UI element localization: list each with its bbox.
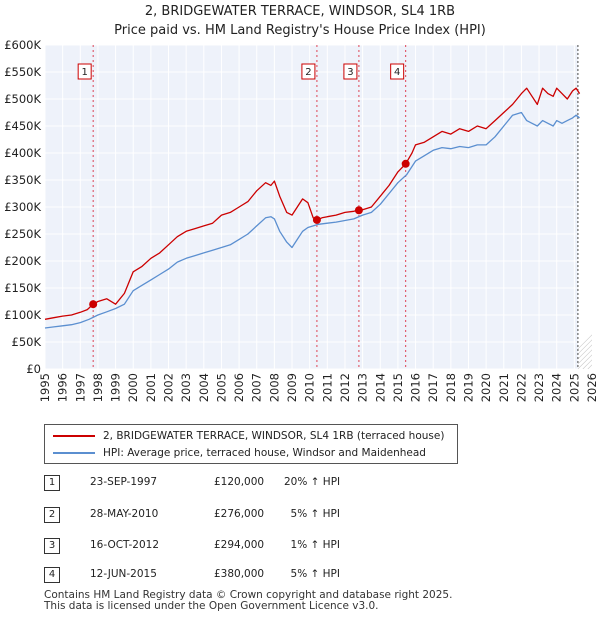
y-tick-label: £200K (4, 254, 41, 268)
x-tick-label: 2016 (409, 373, 423, 402)
sale-point (401, 159, 410, 168)
x-tick-label: 2023 (532, 373, 546, 402)
x-tick-label: 2014 (373, 373, 387, 402)
sale-marker-label: 1 (81, 67, 87, 78)
sale-point (354, 206, 363, 215)
x-tick-label: 1995 (38, 373, 52, 402)
legend-label-property: 2, BRIDGEWATER TERRACE, WINDSOR, SL4 1RB… (103, 430, 445, 442)
sale-price: £380,000 (214, 568, 265, 580)
x-tick-label: 2015 (391, 373, 405, 402)
x-tick-label: 2009 (285, 373, 299, 402)
sale-number: 2 (44, 507, 60, 523)
sale-date: 12-JUN-2015 (90, 568, 157, 580)
y-tick-label: £100K (4, 308, 41, 322)
sale-point (89, 300, 98, 309)
y-tick-label: £350K (4, 173, 41, 187)
x-tick-label: 2008 (267, 373, 281, 402)
y-tick-label: £500K (4, 92, 41, 106)
x-tick-label: 2025 (567, 373, 581, 402)
x-tick-label: 1997 (73, 373, 87, 402)
x-tick-label: 2020 (479, 373, 493, 402)
axis-ticks: £0 £50K £100K £150K £200K £250K £300K £350K £400… (4, 38, 599, 402)
x-tick-label: 2012 (338, 373, 352, 402)
series-hpi-line (44, 111, 580, 329)
x-tick-label: 2000 (126, 373, 140, 402)
x-tick-label: 2004 (197, 373, 211, 402)
sale-number: 3 (44, 538, 60, 554)
x-tick-label: 2003 (179, 373, 193, 402)
hatch-line (593, 45, 600, 369)
y-tick-label: £600K (4, 38, 41, 52)
legend: 2, BRIDGEWATER TERRACE, WINDSOR, SL4 1RB… (44, 424, 458, 464)
sale-price: £294,000 (214, 539, 265, 551)
sale-price: £276,000 (214, 508, 265, 520)
sale-number: 4 (44, 567, 60, 583)
y-tick-label: £550K (4, 65, 41, 79)
x-tick-label: 2026 (585, 373, 599, 402)
sale-price: £120,000 (214, 476, 265, 488)
sale-hpi-change: 5% ↑ HPI (290, 508, 340, 520)
x-tick-label: 2011 (320, 373, 334, 402)
x-tick-label: 1996 (56, 373, 70, 402)
legend-swatch-red (53, 435, 95, 437)
future-region (577, 45, 592, 369)
sale-date: 28-MAY-2010 (90, 508, 159, 520)
x-tick-label: 2018 (444, 373, 458, 402)
sale-date: 23-SEP-1997 (90, 476, 158, 488)
x-tick-label: 2005 (214, 373, 228, 402)
x-tick-label: 2024 (550, 373, 564, 402)
sale-marker-label: 2 (305, 67, 311, 78)
sale-point (312, 215, 321, 224)
legend-label-hpi: HPI: Average price, terraced house, Wind… (103, 447, 426, 459)
x-tick-label: 2013 (356, 373, 370, 402)
y-tick-label: £400K (4, 146, 41, 160)
legend-swatch-blue (53, 452, 95, 454)
footer: Contains HM Land Registry data © Crown c… (44, 590, 452, 612)
sale-marker-box (77, 63, 92, 80)
x-tick-label: 2007 (250, 373, 264, 402)
sale-marker-box (301, 63, 316, 80)
sale-marker-label: 3 (347, 67, 353, 78)
x-tick-label: 2019 (461, 373, 475, 402)
x-tick-label: 2022 (514, 373, 528, 402)
sale-marker-box (390, 63, 405, 80)
y-tick-label: £150K (4, 281, 41, 295)
sale-points (89, 159, 410, 309)
series-property-line (44, 87, 581, 320)
sale-marker-box (343, 63, 358, 80)
x-tick-label: 1998 (91, 373, 105, 402)
sale-hpi-change: 5% ↑ HPI (290, 568, 340, 580)
y-tick-label: £300K (4, 200, 41, 214)
x-tick-label: 2017 (426, 373, 440, 402)
sale-marker-label: 4 (394, 67, 400, 78)
x-tick-label: 2010 (303, 373, 317, 402)
series-lines (44, 87, 581, 329)
x-tick-label: 2021 (497, 373, 511, 402)
title-line-2: Price paid vs. HM Land Registry's House … (114, 23, 486, 38)
y-tick-label: £0 (26, 362, 41, 376)
y-tick-label: £450K (4, 119, 41, 133)
title-line-1: 2, BRIDGEWATER TERRACE, WINDSOR, SL4 1RB (144, 4, 456, 19)
sale-hpi-change: 20% ↑ HPI (284, 476, 341, 488)
future-hatch-region (577, 45, 600, 369)
footer-line-2: This data is licensed under the Open Gov… (44, 600, 379, 612)
sale-number: 1 (44, 475, 60, 491)
footer-line-1: Contains HM Land Registry data © Crown c… (44, 589, 453, 601)
x-tick-label: 2006 (232, 373, 246, 402)
y-tick-label: £250K (4, 227, 41, 241)
price-chart: £0 £50K £100K £150K £200K £250K £300K £350K £400… (4, 38, 600, 402)
gridlines (44, 44, 593, 370)
y-tick-label: £50K (12, 335, 42, 349)
chart-title: 2, BRIDGEWATER TERRACE, WINDSOR, SL4 1RB… (0, 2, 600, 40)
sale-hpi-change: 1% ↑ HPI (290, 539, 340, 551)
sale-date: 16-OCT-2012 (90, 539, 159, 551)
x-tick-label: 2001 (144, 373, 158, 402)
x-tick-label: 2002 (162, 373, 176, 402)
sale-marker-labels: 1 2 3 4 (77, 63, 405, 80)
x-tick-label: 1999 (109, 373, 123, 402)
